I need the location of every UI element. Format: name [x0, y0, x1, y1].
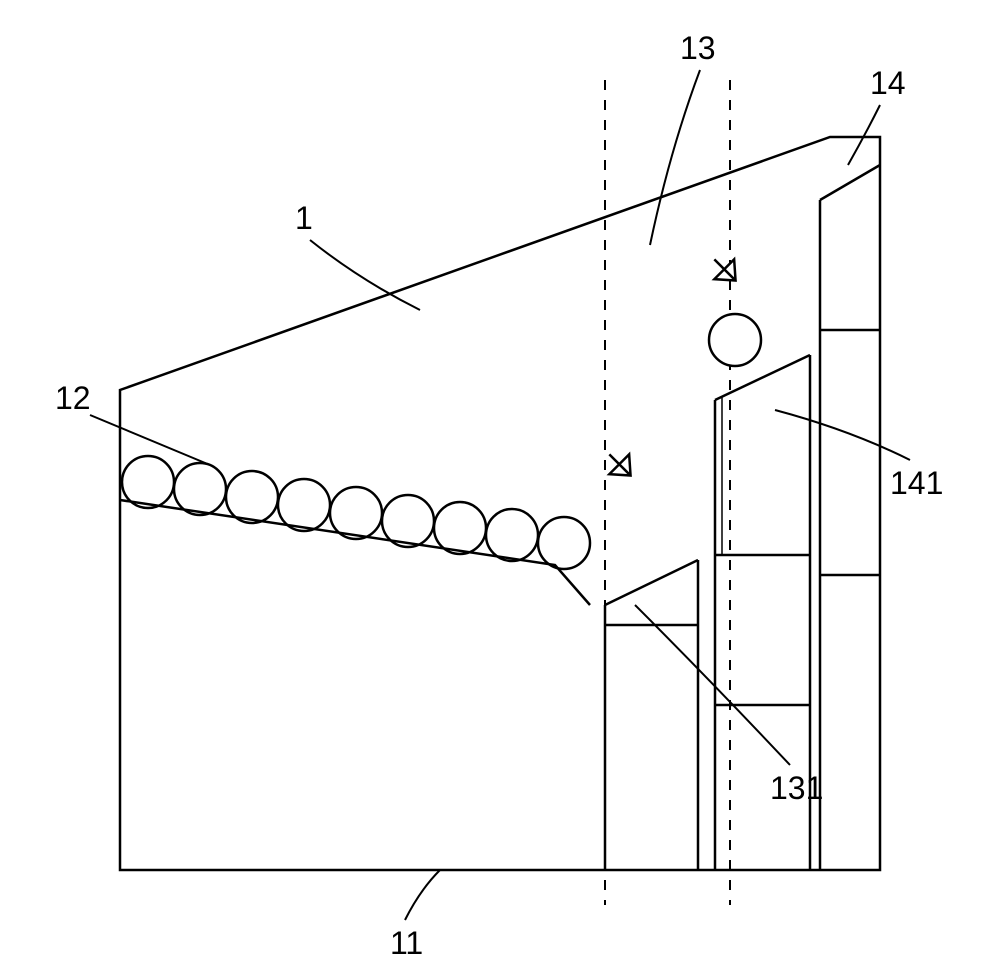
label-13: 13: [680, 30, 716, 67]
label-1: 1: [295, 200, 313, 237]
ramp-12: [120, 500, 590, 605]
housing: [120, 137, 880, 870]
lifted-ball: [709, 314, 761, 366]
label-11: 11: [390, 925, 423, 962]
label-12: 12: [55, 380, 91, 417]
balls-row: [122, 456, 590, 569]
technical-diagram: [0, 0, 1000, 966]
lifter-right: [820, 165, 880, 870]
label-14: 14: [870, 65, 906, 102]
label-131: 131: [770, 770, 823, 807]
arrow-2: [704, 249, 745, 290]
lifter-13: [605, 560, 698, 870]
label-141: 141: [890, 465, 943, 502]
guide-lines: [605, 80, 730, 905]
